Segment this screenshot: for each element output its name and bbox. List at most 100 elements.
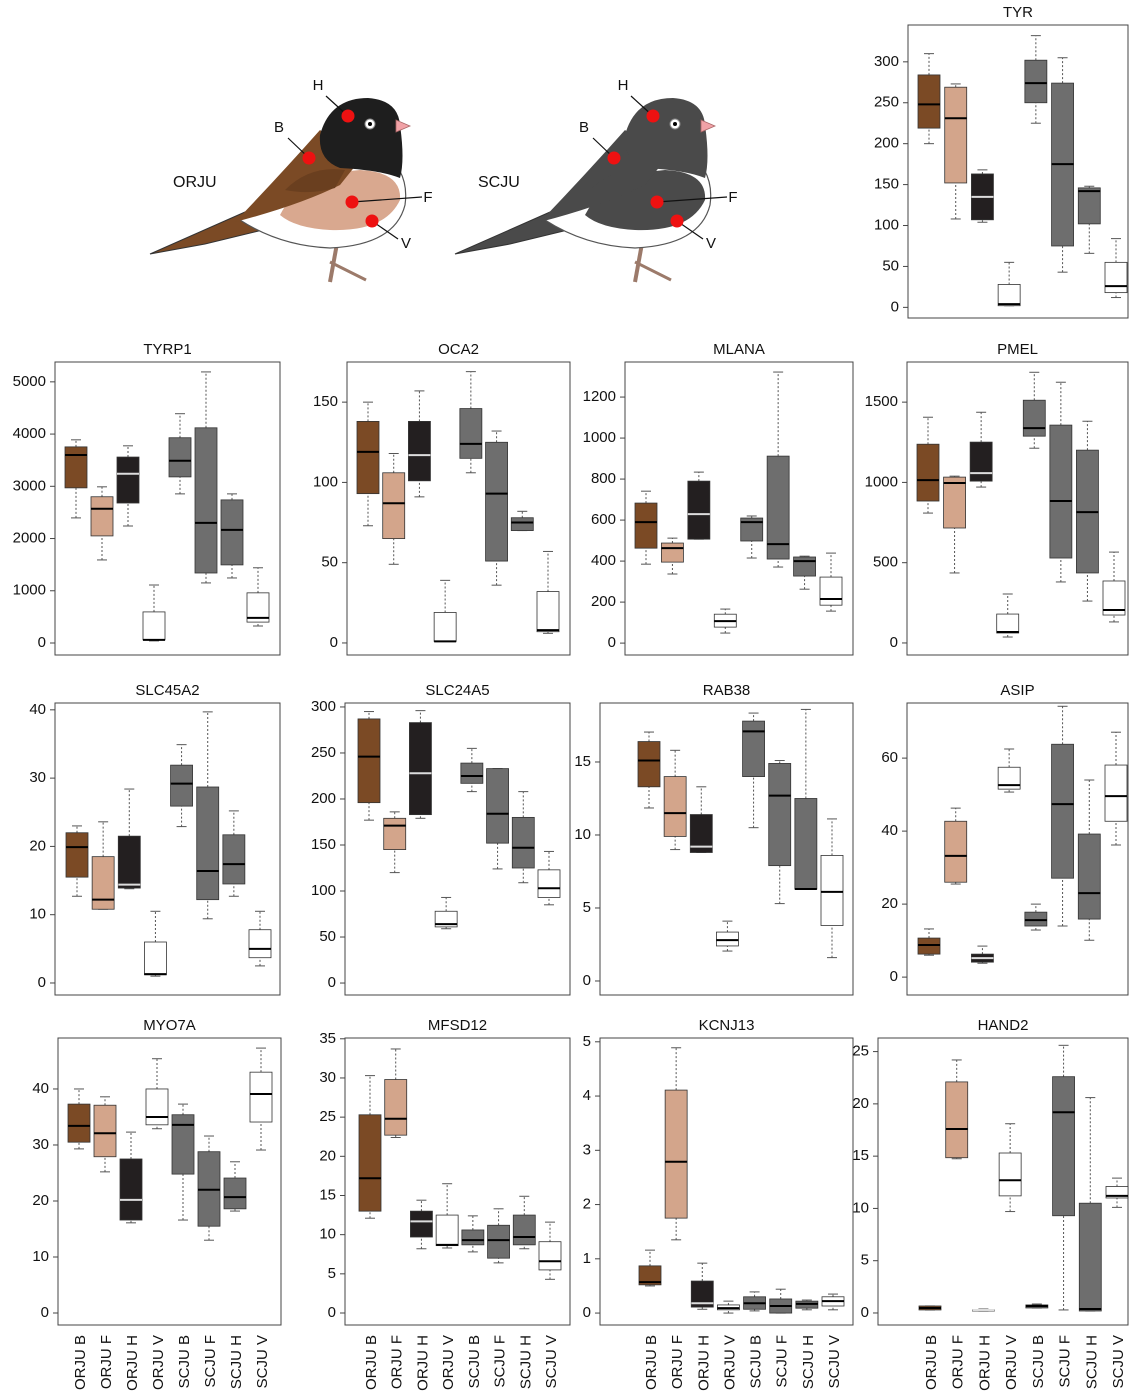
bird-beak xyxy=(396,120,410,132)
y-tick-label: 35 xyxy=(319,1030,336,1047)
y-tick-label: 20 xyxy=(32,1192,49,1209)
box xyxy=(743,721,765,776)
y-tick-label: 25 xyxy=(852,1043,869,1060)
box xyxy=(511,518,533,531)
box xyxy=(688,481,710,539)
box xyxy=(1050,425,1072,558)
x-tick-label: SCJU V xyxy=(1110,1335,1127,1388)
y-tick-label: 250 xyxy=(874,94,899,111)
y-tick-label: 300 xyxy=(311,698,336,715)
box xyxy=(66,833,88,877)
y-tick-label: 50 xyxy=(321,554,338,571)
box xyxy=(436,1215,458,1246)
x-tick-label: SCJU H xyxy=(800,1335,817,1389)
box xyxy=(918,75,940,128)
y-tick-label: 200 xyxy=(874,135,899,152)
box xyxy=(769,763,791,865)
chart-title: RAB38 xyxy=(703,682,751,699)
y-tick-label: 40 xyxy=(881,822,898,839)
box xyxy=(68,1104,90,1142)
body: ORJUHBFVSCJUHBFVTYR050100150200250300TYR… xyxy=(0,0,1129,1393)
box xyxy=(1105,262,1127,292)
y-tick-label: 250 xyxy=(311,744,336,761)
box xyxy=(462,1230,484,1245)
y-tick-label: 150 xyxy=(313,393,338,410)
y-tick-label: 20 xyxy=(29,837,46,854)
x-tick-label: SCJU F xyxy=(1057,1335,1074,1388)
y-tick-label: 1000 xyxy=(865,473,898,490)
chart-title: PMEL xyxy=(997,341,1038,358)
y-tick-label: 15 xyxy=(574,753,591,770)
x-tick-label: ORJU V xyxy=(150,1335,167,1390)
x-tick-label: SCJU B xyxy=(1030,1335,1047,1388)
y-tick-label: 1000 xyxy=(583,429,616,446)
y-tick-label: 300 xyxy=(874,53,899,70)
y-tick-label: 200 xyxy=(591,593,616,610)
y-tick-label: 10 xyxy=(574,826,591,843)
box xyxy=(638,742,660,787)
y-tick-label: 0 xyxy=(608,634,616,651)
box xyxy=(460,409,482,459)
sample-point xyxy=(647,110,660,123)
plot-frame xyxy=(55,703,280,995)
box xyxy=(821,855,843,925)
y-tick-label: 40 xyxy=(29,701,46,718)
box xyxy=(358,719,380,803)
y-tick-label: 1200 xyxy=(583,388,616,405)
plot-frame xyxy=(58,1038,281,1325)
y-tick-label: 0 xyxy=(328,1304,336,1321)
chart-title: HAND2 xyxy=(978,1017,1029,1034)
y-tick-label: 100 xyxy=(313,473,338,490)
box xyxy=(1078,834,1100,919)
box xyxy=(118,836,140,888)
sample-point xyxy=(303,152,316,165)
box xyxy=(635,503,657,548)
y-tick-label: 4 xyxy=(583,1087,591,1104)
box xyxy=(1078,188,1100,224)
y-tick-label: 0 xyxy=(583,1304,591,1321)
x-tick-label: ORJU H xyxy=(414,1335,431,1391)
x-tick-label: SCJU B xyxy=(466,1335,483,1388)
y-tick-label: 500 xyxy=(873,554,898,571)
chart-title: MFSD12 xyxy=(428,1017,487,1034)
box xyxy=(665,1090,687,1218)
bird-pupil xyxy=(368,122,372,126)
y-tick-label: 100 xyxy=(874,216,899,233)
x-tick-label: SCJU B xyxy=(176,1335,193,1388)
box xyxy=(221,500,243,565)
box xyxy=(409,723,431,815)
x-tick-label: SCJU B xyxy=(748,1335,765,1388)
x-tick-label: SCJU V xyxy=(826,1335,843,1388)
y-tick-label: 10 xyxy=(29,906,46,923)
y-tick-label: 30 xyxy=(32,1136,49,1153)
box xyxy=(970,442,992,481)
point-label: V xyxy=(401,235,411,252)
y-tick-label: 3 xyxy=(583,1141,591,1158)
x-tick-label: ORJU B xyxy=(363,1335,380,1390)
chart-title: MLANA xyxy=(713,341,765,358)
y-tick-label: 200 xyxy=(311,790,336,807)
box xyxy=(539,1242,561,1270)
point-label: B xyxy=(274,119,284,136)
y-tick-label: 1000 xyxy=(13,582,46,599)
y-tick-label: 5000 xyxy=(13,373,46,390)
sample-point xyxy=(608,152,621,165)
plot-frame xyxy=(908,25,1128,318)
x-tick-label: ORJU F xyxy=(389,1335,406,1389)
x-tick-label: SCJU H xyxy=(228,1335,245,1389)
y-tick-label: 30 xyxy=(319,1069,336,1086)
box xyxy=(917,444,939,501)
box xyxy=(197,787,219,900)
x-tick-label: ORJU F xyxy=(950,1335,967,1389)
y-tick-label: 15 xyxy=(852,1147,869,1164)
x-tick-label: ORJU V xyxy=(1003,1335,1020,1390)
box xyxy=(513,1215,535,1245)
y-tick-label: 10 xyxy=(319,1226,336,1243)
y-tick-label: 1500 xyxy=(865,393,898,410)
x-tick-label: ORJU F xyxy=(669,1335,686,1389)
y-tick-label: 5 xyxy=(328,1265,336,1282)
x-tick-label: ORJU F xyxy=(98,1335,115,1389)
y-tick-label: 15 xyxy=(319,1186,336,1203)
y-tick-label: 0 xyxy=(328,974,336,991)
x-tick-label: SCJU V xyxy=(254,1335,271,1388)
